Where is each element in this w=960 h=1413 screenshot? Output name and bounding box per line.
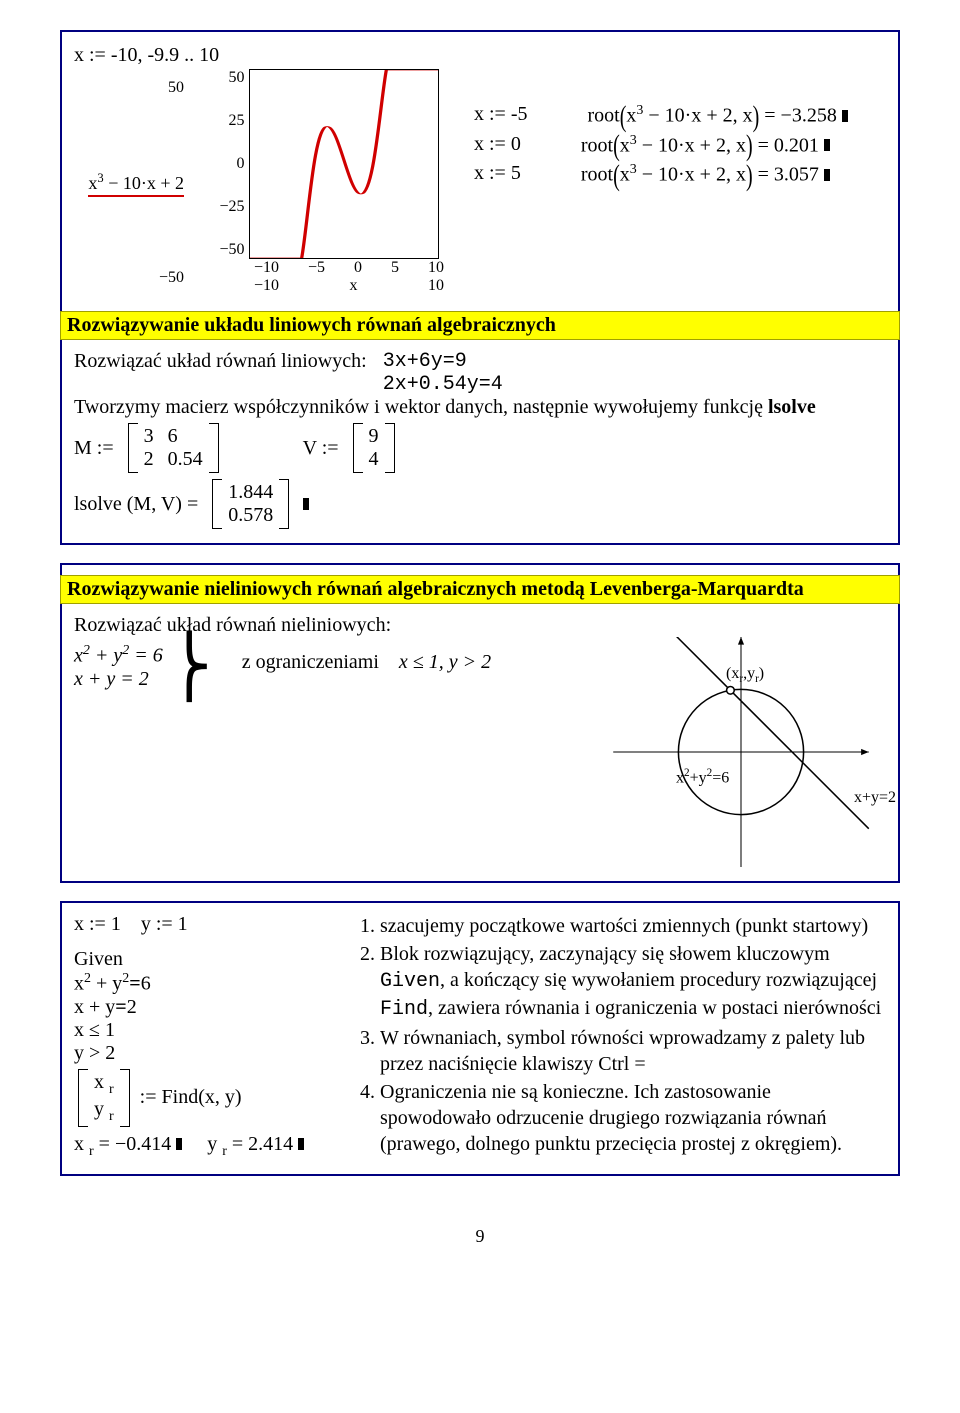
root-results: x := -5 root(x3 − 10·x + 2, x) = −3.258 … bbox=[474, 69, 848, 192]
matrix-M: 36 20.54 bbox=[128, 423, 219, 473]
given-block: x := 1 y := 1 Given x2 + y2=6 x + y=2 x … bbox=[74, 913, 334, 1160]
cubic-curve bbox=[250, 70, 438, 258]
panel-nonlinear: Rozwiązywanie nieliniowych równań algebr… bbox=[60, 563, 900, 883]
find-vector: x r y r bbox=[78, 1069, 130, 1127]
chart-yaxis-labels: 50 x3 − 10·x + 2 −50 bbox=[74, 69, 184, 289]
cubic-plot bbox=[249, 69, 439, 259]
panel-given-find: x := 1 y := 1 Given x2 + y2=6 x + y=2 x … bbox=[60, 901, 900, 1176]
page-number: 9 bbox=[60, 1226, 900, 1247]
x-range-def: x := -10, -9.9 .. 10 bbox=[74, 44, 886, 67]
circle-line-diagram: (xr,yr) x2+y2=6 x+y=2 bbox=[596, 637, 886, 867]
nonlinear-system: x2 + y2 = 6 x + y = 2 ⎬ bbox=[74, 637, 212, 697]
section-header-linear: Rozwiązywanie układu liniowych równań al… bbox=[60, 311, 900, 340]
chart-and-roots: 50 x3 − 10·x + 2 −50 50250−25−50 bbox=[74, 69, 886, 295]
linear-intro: Rozwiązać układ równań liniowych: bbox=[74, 350, 367, 396]
plot-column: 50250−25−50 −10−50510 bbox=[214, 69, 444, 295]
panel-plot-roots: x := -10, -9.9 .. 10 50 x3 − 10·x + 2 −5… bbox=[60, 30, 900, 545]
lsolve-desc: Tworzymy macierz współczynników i wektor… bbox=[74, 396, 886, 419]
explanation-list: szacujemy początkowe wartości zmiennych … bbox=[354, 913, 886, 1160]
plot-legend: x3 − 10·x + 2 bbox=[88, 171, 184, 197]
vector-V: 9 4 bbox=[353, 423, 395, 473]
lsolve-result: 1.844 0.578 bbox=[212, 479, 289, 529]
section-header-nonlinear: Rozwiązywanie nieliniowych równań algebr… bbox=[60, 575, 900, 604]
